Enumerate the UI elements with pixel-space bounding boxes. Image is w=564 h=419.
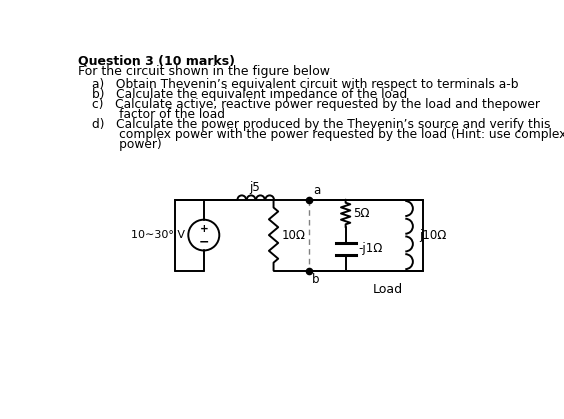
- Text: a)   Obtain Thevenin’s equivalent circuit with respect to terminals a-b: a) Obtain Thevenin’s equivalent circuit …: [92, 78, 519, 91]
- Text: -j1Ω: -j1Ω: [358, 243, 382, 256]
- Text: Load: Load: [373, 283, 403, 296]
- Text: a: a: [313, 184, 320, 197]
- Text: 10Ω: 10Ω: [281, 229, 305, 242]
- Text: power): power): [92, 138, 162, 151]
- Text: 5Ω: 5Ω: [354, 207, 370, 220]
- Text: j5: j5: [250, 181, 261, 194]
- Text: 10∼30° V: 10∼30° V: [131, 230, 185, 240]
- Text: −: −: [199, 235, 209, 248]
- Text: d)   Calculate the power produced by the Thevenin’s source and verify this: d) Calculate the power produced by the T…: [92, 118, 550, 131]
- Text: c)   Calculate active, reactive power requested by the load and thepower: c) Calculate active, reactive power requ…: [92, 98, 540, 111]
- Text: complex power with the power requested by the load (Hint: use complex: complex power with the power requested b…: [92, 128, 564, 141]
- Text: j10Ω: j10Ω: [419, 229, 447, 242]
- Text: b)   Calculate the equivalent impedance of the load: b) Calculate the equivalent impedance of…: [92, 88, 407, 101]
- Text: factor of the load: factor of the load: [92, 108, 225, 121]
- Text: b: b: [312, 273, 320, 286]
- Text: For the circuit shown in the figure below: For the circuit shown in the figure belo…: [78, 65, 331, 78]
- Text: Question 3 (10 marks): Question 3 (10 marks): [78, 55, 235, 68]
- Text: +: +: [200, 224, 208, 234]
